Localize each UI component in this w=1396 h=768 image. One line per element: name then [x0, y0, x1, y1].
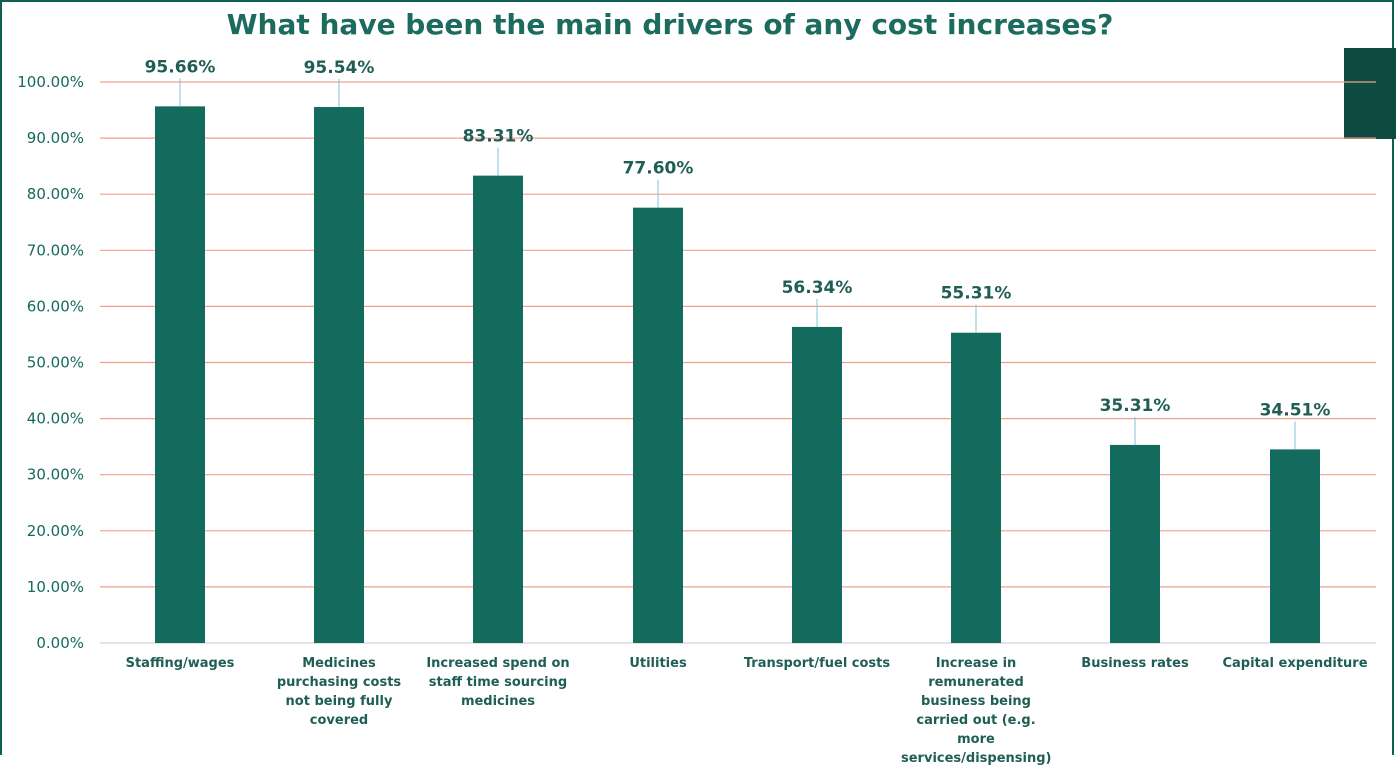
bar	[1270, 449, 1320, 643]
y-tick-label: 80.00%	[27, 185, 84, 203]
y-tick-label: 50.00%	[27, 354, 84, 372]
data-label: 77.60%	[623, 159, 694, 179]
y-tick-label: 100.00%	[17, 73, 84, 91]
data-label: 83.31%	[463, 127, 534, 147]
data-label: 56.34%	[782, 278, 853, 298]
y-tick-label: 70.00%	[27, 241, 84, 259]
x-category-label: Transport/fuel costs	[743, 656, 891, 671]
data-label: 55.31%	[941, 284, 1012, 304]
y-tick-label: 40.00%	[27, 410, 84, 428]
x-category-label: Utilities	[629, 656, 687, 671]
bar	[1110, 444, 1160, 643]
x-category-label: Medicines purchasing costs not being ful…	[276, 656, 402, 728]
data-label: 95.54%	[304, 58, 375, 78]
bar	[792, 326, 842, 643]
x-category-label: Business rates	[1081, 656, 1189, 671]
data-label: 35.31%	[1100, 396, 1171, 416]
y-tick-label: 10.00%	[27, 578, 84, 596]
data-label: 95.66%	[145, 57, 216, 77]
bar	[951, 332, 1001, 643]
y-tick-label: 60.00%	[27, 297, 84, 315]
y-tick-label: 30.00%	[27, 466, 84, 484]
x-category-label: Increase in remunerated business being c…	[901, 656, 1052, 766]
y-tick-label: 0.00%	[36, 634, 84, 652]
x-category-label: Increased spend on staff time sourcing m…	[426, 656, 570, 709]
chart-title: What have been the main drivers of any c…	[226, 8, 1114, 41]
bar	[155, 106, 205, 643]
bar	[314, 107, 364, 643]
bar	[633, 207, 683, 643]
y-tick-label: 20.00%	[27, 522, 84, 540]
data-label: 34.51%	[1260, 400, 1331, 420]
corner-decoration	[1344, 48, 1396, 139]
bar	[473, 175, 523, 643]
x-category-label: Capital expenditure	[1222, 656, 1368, 671]
y-tick-label: 90.00%	[27, 129, 84, 147]
x-category-label: Staffing/wages	[125, 656, 235, 671]
